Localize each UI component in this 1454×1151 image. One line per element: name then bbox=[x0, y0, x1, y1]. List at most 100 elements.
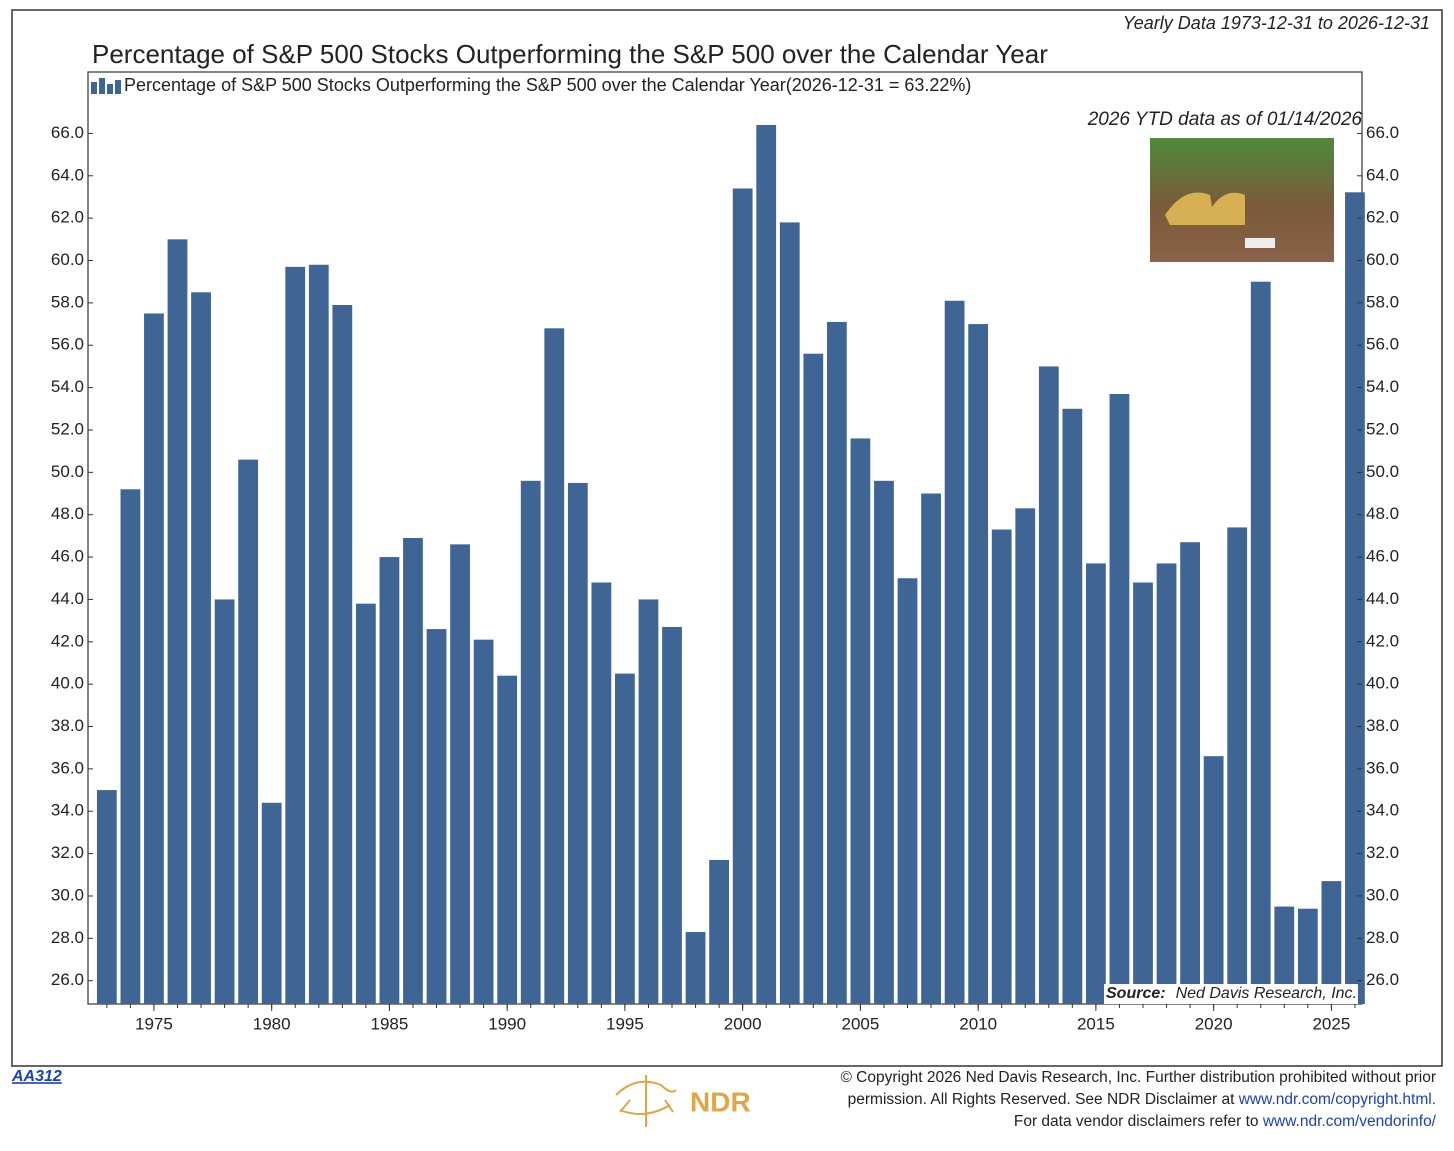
footer-text3: For data vendor disclaimers refer to bbox=[1014, 1113, 1263, 1130]
bar bbox=[261, 802, 282, 1004]
bar bbox=[1133, 582, 1153, 1004]
bar bbox=[1086, 563, 1106, 1004]
y-tick-label: 34.0 bbox=[51, 801, 84, 820]
bar bbox=[897, 578, 918, 1004]
y-tick-label-right: 52.0 bbox=[1366, 419, 1399, 438]
source: Source: Ned Davis Research, Inc. bbox=[1106, 985, 1357, 1002]
footer-line1: © Copyright 2026 Ned Davis Research, Inc… bbox=[840, 1069, 1436, 1086]
footer-text2: permission. All Rights Reserved. See NDR… bbox=[848, 1091, 1239, 1108]
bar bbox=[826, 321, 847, 1005]
y-tick-label: 58.0 bbox=[51, 292, 84, 311]
bar bbox=[1109, 393, 1130, 1004]
bar bbox=[615, 673, 635, 1004]
bar bbox=[403, 538, 423, 1004]
x-tick-label: 1975 bbox=[135, 1014, 173, 1033]
y-tick-label-right: 48.0 bbox=[1366, 504, 1399, 523]
y-tick-label: 36.0 bbox=[51, 758, 84, 777]
x-tick-label: 2025 bbox=[1312, 1014, 1350, 1033]
bar bbox=[332, 305, 353, 1004]
bar bbox=[120, 489, 141, 1004]
bar bbox=[497, 675, 518, 1004]
footer-link3[interactable]: www.ndr.com/vendorinfo/ bbox=[1262, 1113, 1437, 1130]
y-tick-label-right: 36.0 bbox=[1366, 758, 1399, 777]
footer-line2: permission. All Rights Reserved. See NDR… bbox=[848, 1091, 1436, 1108]
y-tick-label-right: 44.0 bbox=[1366, 589, 1399, 608]
bar bbox=[1321, 881, 1342, 1004]
bar bbox=[591, 582, 612, 1004]
y-tick-label: 40.0 bbox=[51, 674, 84, 693]
y-tick-label-right: 62.0 bbox=[1366, 208, 1399, 227]
bar bbox=[944, 300, 965, 1004]
bar bbox=[1227, 527, 1248, 1004]
bar bbox=[921, 493, 941, 1004]
y-tick-label-right: 46.0 bbox=[1366, 547, 1399, 566]
logo-text: NDR bbox=[690, 1086, 751, 1117]
x-tick-label: 1990 bbox=[488, 1014, 526, 1033]
bar bbox=[96, 790, 117, 1004]
y-tick-label-right: 32.0 bbox=[1366, 843, 1399, 862]
y-tick-label: 46.0 bbox=[51, 547, 84, 566]
bar bbox=[1180, 542, 1200, 1004]
y-tick-label: 50.0 bbox=[51, 462, 84, 481]
bar bbox=[685, 931, 706, 1004]
y-tick-label-right: 66.0 bbox=[1366, 123, 1399, 142]
bar bbox=[991, 529, 1012, 1004]
bar bbox=[355, 603, 376, 1004]
bar bbox=[1274, 906, 1295, 1004]
y-tick-label-right: 56.0 bbox=[1366, 335, 1399, 354]
bar bbox=[779, 222, 800, 1004]
x-tick-label: 2020 bbox=[1195, 1014, 1233, 1033]
logo-icon bbox=[615, 1075, 677, 1127]
bar bbox=[191, 292, 211, 1005]
y-tick-label-right: 54.0 bbox=[1366, 377, 1399, 396]
source-text: Ned Davis Research, Inc. bbox=[1176, 985, 1357, 1002]
x-tick-label: 1995 bbox=[606, 1014, 644, 1033]
footer-link2[interactable]: www.ndr.com/copyright.html. bbox=[1238, 1091, 1436, 1108]
bar bbox=[1156, 563, 1177, 1004]
y-tick-label: 30.0 bbox=[51, 885, 84, 904]
y-tick-label: 60.0 bbox=[51, 250, 84, 269]
bar bbox=[285, 266, 306, 1004]
bar bbox=[662, 626, 682, 1004]
chart-code[interactable]: AA312 bbox=[11, 1068, 62, 1085]
source-label: Source: bbox=[1106, 985, 1166, 1002]
bar bbox=[308, 264, 329, 1005]
bar bbox=[638, 599, 659, 1004]
bar bbox=[803, 353, 824, 1005]
bar bbox=[756, 124, 777, 1005]
annotation: 2026 YTD data as of 01/14/2026 bbox=[1087, 109, 1363, 130]
bar bbox=[874, 480, 894, 1004]
y-tick-label: 48.0 bbox=[51, 504, 84, 523]
x-tick-label: 2015 bbox=[1077, 1014, 1115, 1033]
bar bbox=[238, 459, 259, 1004]
y-tick-label-right: 60.0 bbox=[1366, 250, 1399, 269]
photo bbox=[1150, 138, 1334, 262]
y-tick-label-right: 58.0 bbox=[1366, 292, 1399, 311]
y-tick-label: 66.0 bbox=[51, 123, 84, 142]
frame bbox=[11, 9, 1443, 1067]
y-tick-label-right: 26.0 bbox=[1366, 970, 1399, 989]
bar bbox=[473, 639, 494, 1004]
bar bbox=[544, 328, 565, 1004]
y-tick-label-right: 38.0 bbox=[1366, 716, 1399, 735]
bar bbox=[450, 544, 470, 1004]
x-tick-label: 2010 bbox=[959, 1014, 997, 1033]
bar bbox=[1250, 281, 1271, 1004]
bar bbox=[1203, 756, 1224, 1004]
y-tick-label-right: 40.0 bbox=[1366, 674, 1399, 693]
legend-label: Percentage of S&P 500 Stocks Outperformi… bbox=[124, 75, 971, 95]
legend-icon bbox=[91, 78, 121, 94]
header: Yearly Data 1973-12-31 to 2026-12-31 bbox=[1123, 13, 1430, 33]
bar bbox=[214, 599, 235, 1004]
y-tick-label-right: 42.0 bbox=[1366, 631, 1399, 650]
bar bbox=[426, 629, 447, 1004]
bar bbox=[1297, 908, 1318, 1004]
y-tick-label: 52.0 bbox=[51, 419, 84, 438]
y-tick-label: 56.0 bbox=[51, 335, 84, 354]
y-tick-label: 54.0 bbox=[51, 377, 84, 396]
y-tick-label: 32.0 bbox=[51, 843, 84, 862]
bar bbox=[1062, 408, 1083, 1005]
bar bbox=[709, 859, 730, 1004]
